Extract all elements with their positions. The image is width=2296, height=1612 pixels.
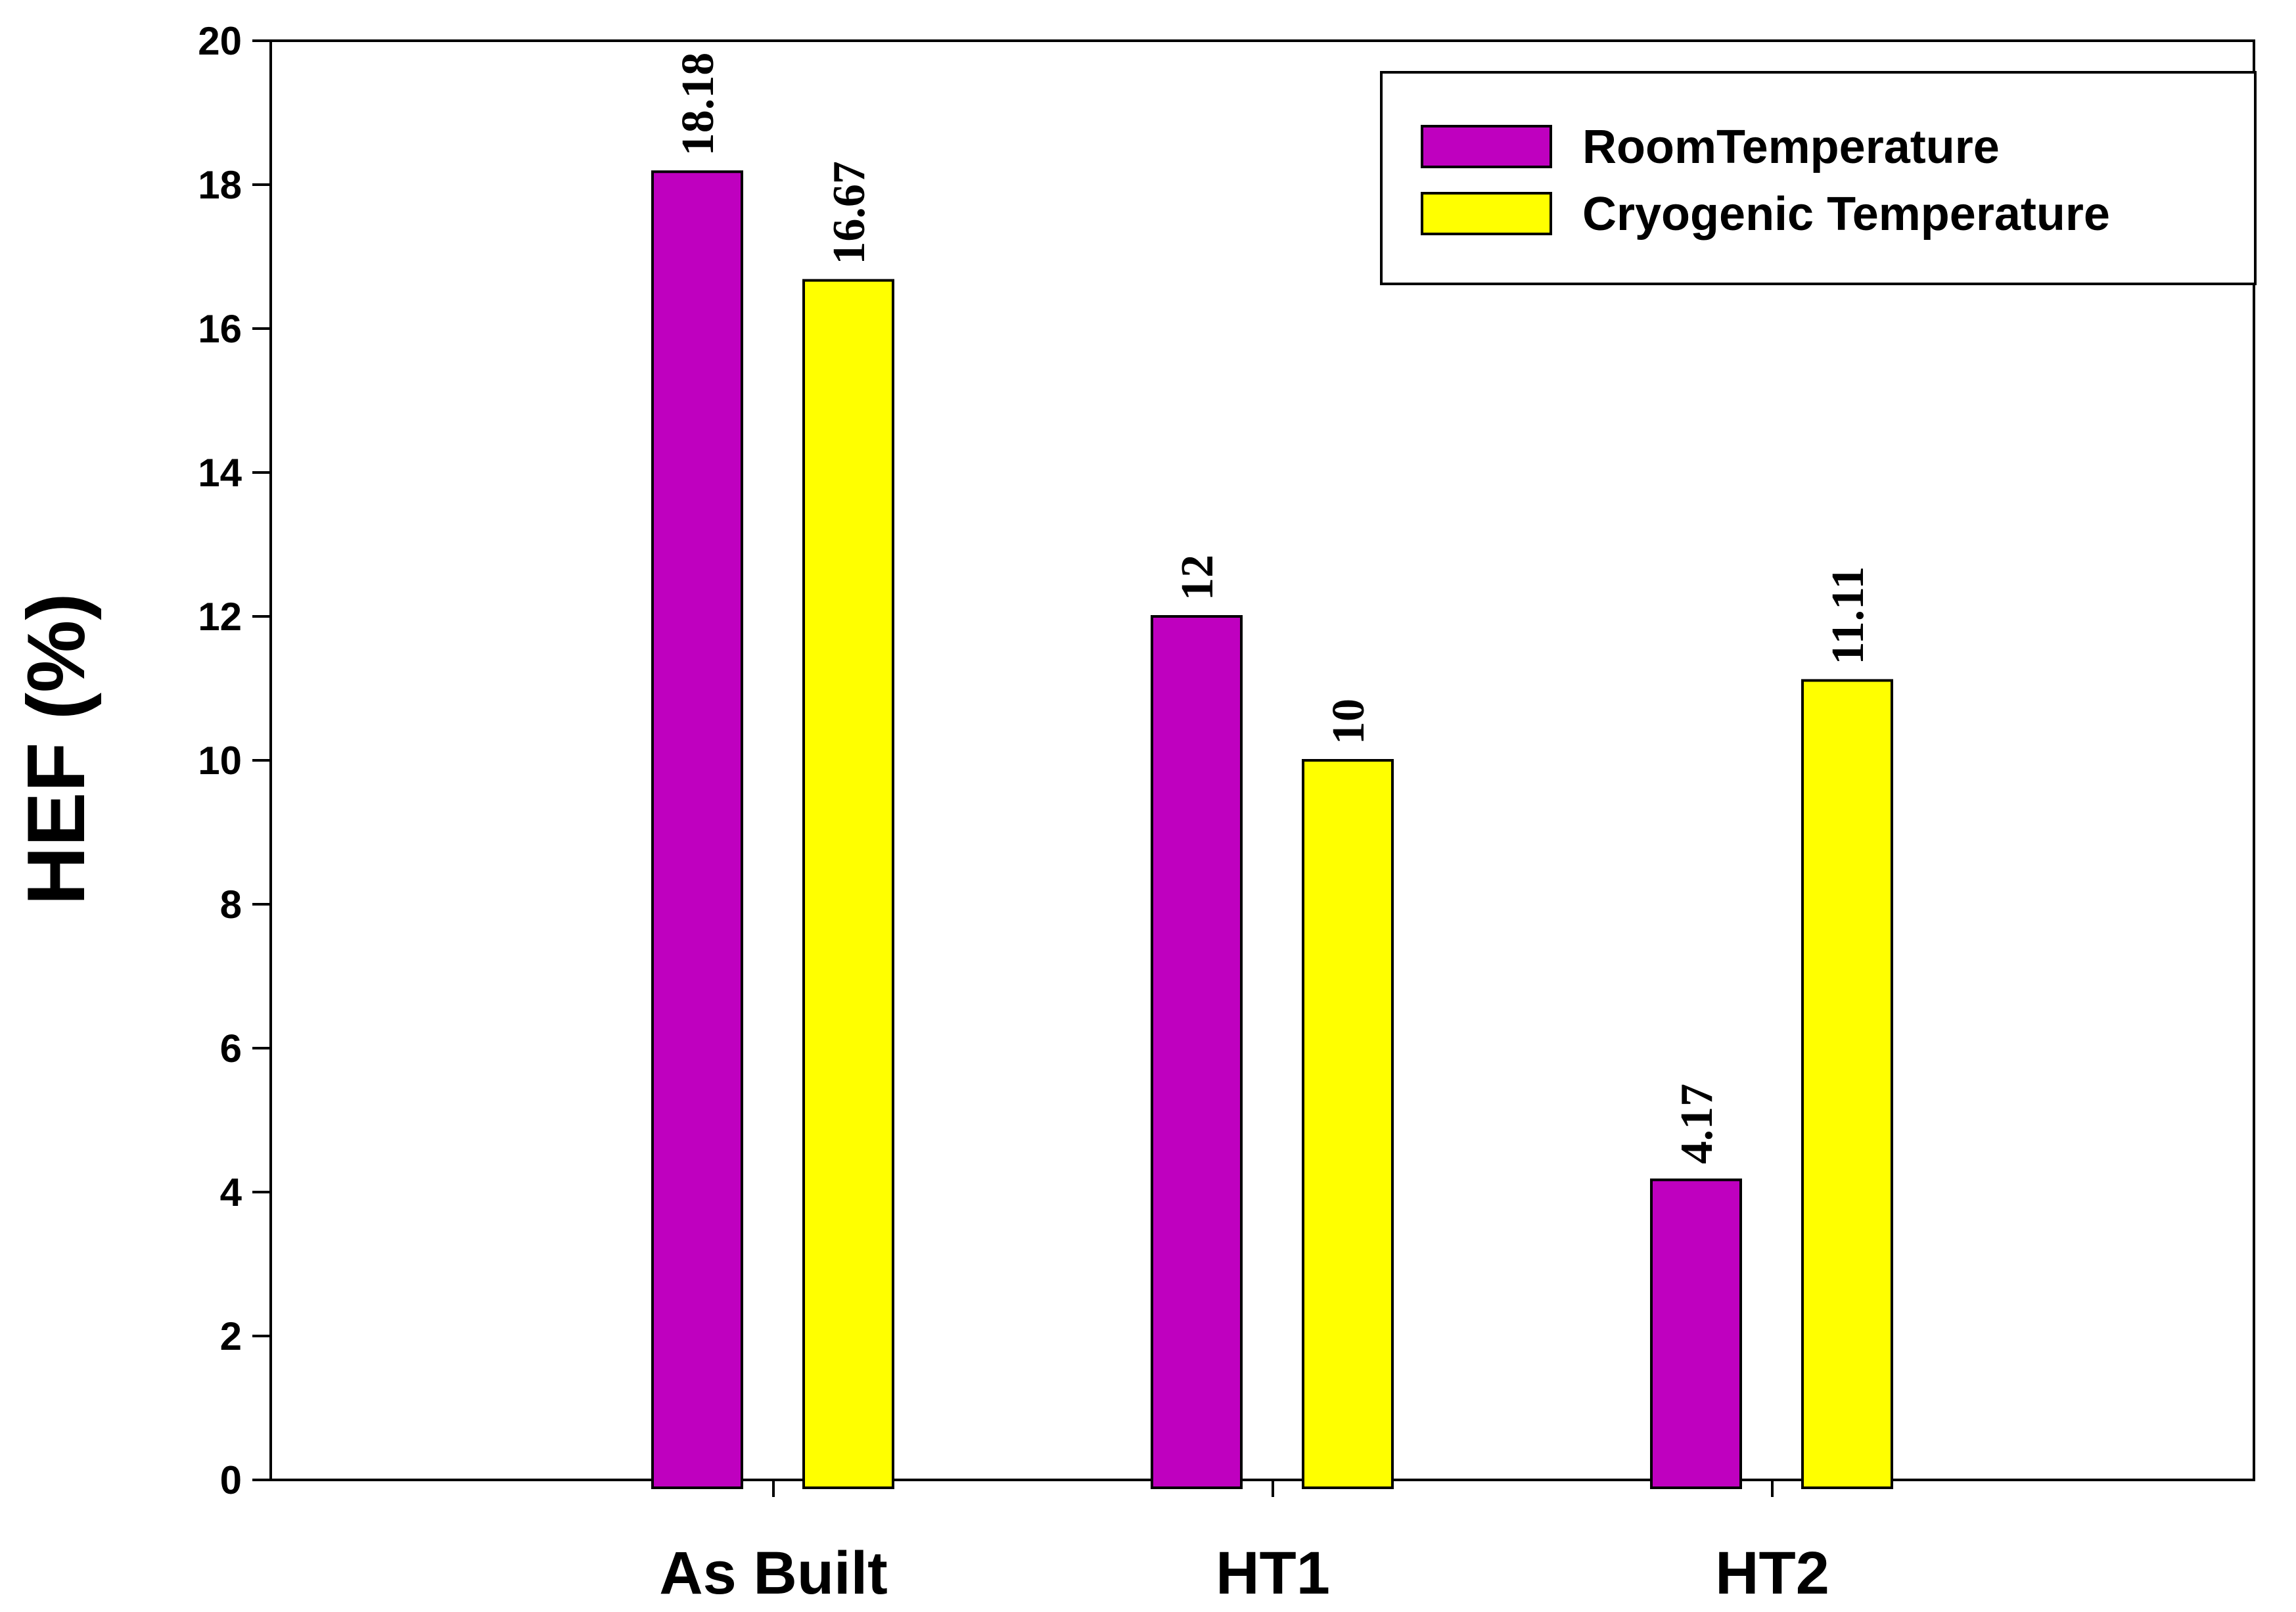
x-axis: As Built HT1 HT2 [659, 1480, 1829, 1607]
category-label: HT1 [1216, 1540, 1330, 1607]
data-label: 10 [1323, 699, 1374, 745]
category-label: HT2 [1715, 1540, 1829, 1607]
bar-cryogenic-temperature [1302, 759, 1394, 1489]
y-tick-label: 12 [198, 595, 242, 639]
data-label: 12 [1172, 555, 1223, 601]
y-tick-label: 16 [198, 307, 242, 351]
y-tick-label: 6 [220, 1026, 242, 1071]
y-axis: 0 2 4 6 8 10 12 14 16 18 20 [198, 19, 271, 1502]
bar-cryogenic-temperature [802, 279, 894, 1489]
y-tick-label: 0 [220, 1458, 242, 1502]
legend-swatch [1421, 192, 1552, 235]
bar-marks [651, 170, 1893, 1489]
y-tick-label: 2 [220, 1314, 242, 1358]
y-tick-label: 8 [220, 883, 242, 927]
category-label: As Built [659, 1540, 888, 1607]
y-tick-label: 14 [198, 451, 242, 495]
y-tick-label: 20 [198, 19, 242, 63]
bar-cryogenic-temperature [1801, 679, 1893, 1489]
legend: RoomTemperature Cryogenic Temperature [1380, 71, 2257, 285]
value-labels: 18.18 12 4.17 16.67 10 11.11 [673, 53, 1873, 1164]
legend-box [1380, 71, 2257, 285]
data-label: 16.67 [824, 161, 875, 265]
bar-roomtemperature [1650, 1178, 1742, 1489]
data-label: 11.11 [1823, 566, 1873, 665]
data-label: 4.17 [1672, 1084, 1722, 1164]
legend-label: RoomTemperature [1582, 121, 2000, 173]
y-tick-label: 18 [198, 163, 242, 207]
bar-roomtemperature [651, 170, 743, 1489]
y-tick-label: 4 [220, 1170, 242, 1214]
y-axis-title: HEF (%) [11, 593, 102, 905]
legend-label: Cryogenic Temperature [1582, 188, 2110, 241]
legend-swatch [1421, 125, 1552, 168]
y-tick-label: 10 [198, 739, 242, 783]
bar-roomtemperature [1151, 615, 1243, 1489]
data-label: 18.18 [673, 53, 723, 156]
